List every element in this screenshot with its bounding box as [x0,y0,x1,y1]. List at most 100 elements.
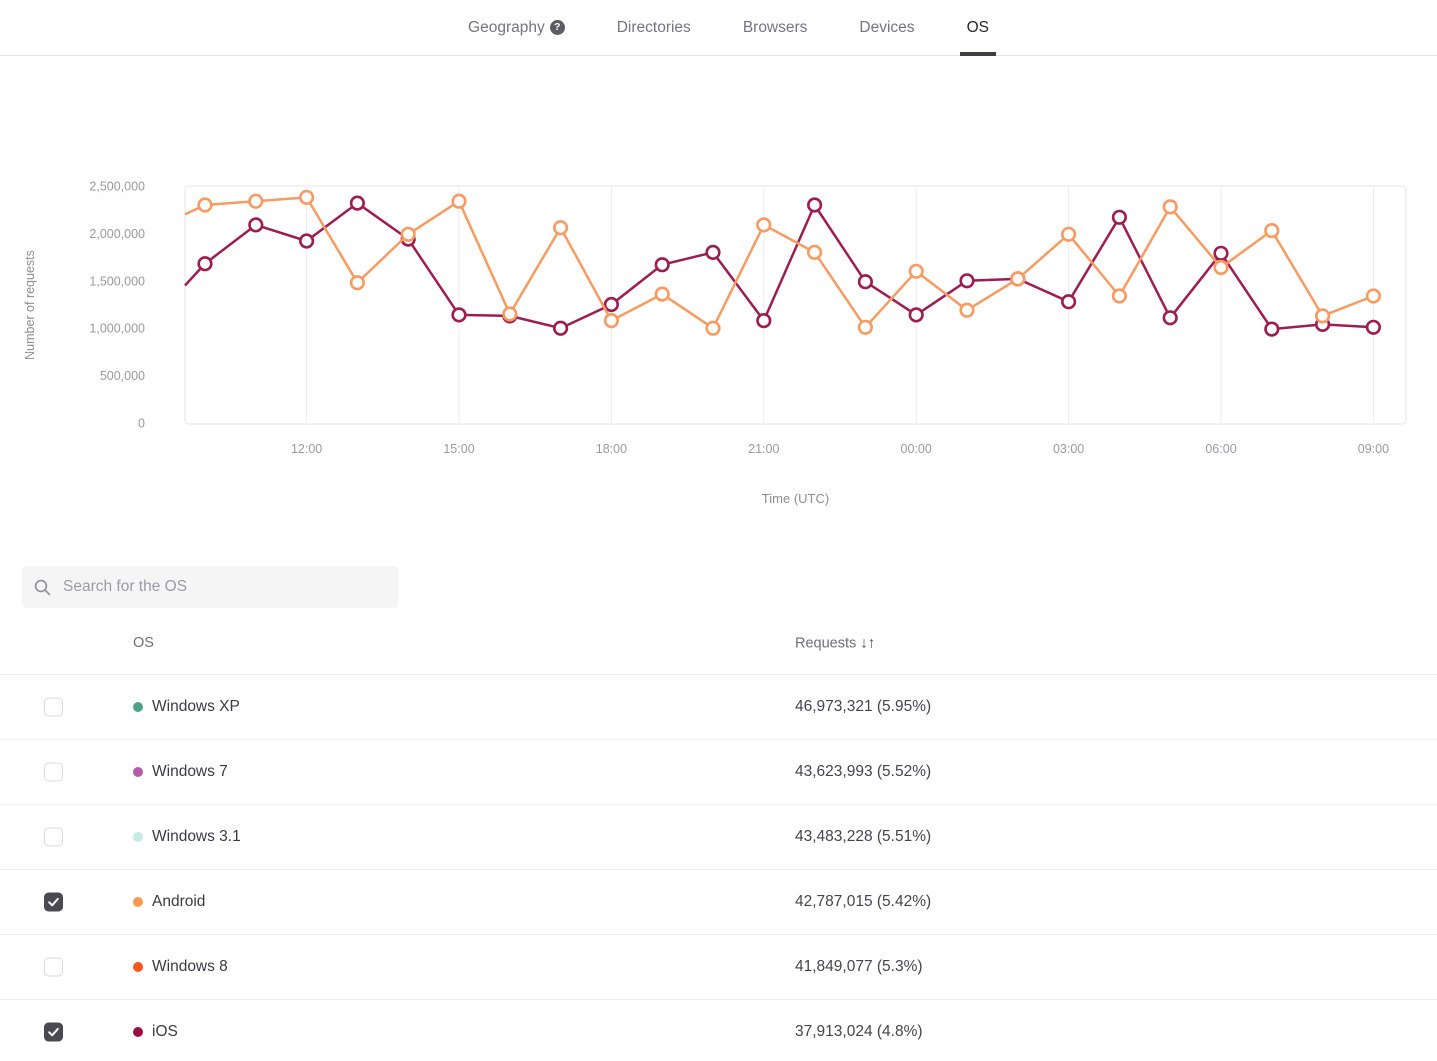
y-tick-label: 500,000 [100,369,145,383]
data-point-android-16:00[interactable] [502,306,518,322]
os-name: Windows XP [152,698,240,715]
column-header-requests-label: Requests [795,635,857,651]
requests-value: 37,913,024 (4.8%) [795,1023,923,1040]
os-name: Android [152,893,206,910]
table-row: Windows 8 41,849,077 (5.3%) [0,935,1437,1000]
help-icon[interactable]: ? [549,20,565,35]
x-tick-label: 06:00 [1205,442,1236,456]
column-header-requests[interactable]: Requests ↓↑ [795,634,875,651]
table-row: Windows 3.1 43,483,228 (5.51%) [0,805,1437,870]
tab-label: OS [966,18,989,36]
data-point-android-05:00[interactable] [1162,199,1178,215]
data-point-ios-13:00[interactable] [349,195,366,211]
os-search-input[interactable] [63,578,386,596]
os-table-header: OS Requests ↓↑ [0,611,1437,675]
requests-value: 42,787,015 (5.42%) [795,893,932,910]
table-row: Windows XP 46,973,321 (5.95%) [0,675,1437,740]
data-point-ios-10:00[interactable] [197,256,213,272]
x-tick-label: 21:00 [748,442,779,456]
checkmark-icon [48,1027,59,1037]
data-point-android-21:00[interactable] [756,217,772,233]
y-tick-label: 2,500,000 [89,180,145,194]
data-point-android-10:00[interactable] [197,197,213,213]
data-point-android-00:00[interactable] [908,263,924,279]
data-point-android-20:00[interactable] [705,320,721,336]
tab-label: Browsers [742,18,808,36]
data-point-android-13:00[interactable] [349,275,366,291]
data-point-ios-00:00[interactable] [908,307,924,323]
tab-directories[interactable]: Directories [610,0,698,55]
data-point-android-09:00[interactable] [1365,288,1381,304]
data-point-android-17:00[interactable] [552,220,569,236]
y-tick-label: 2,000,000 [89,227,145,241]
search-icon [34,579,51,595]
data-point-ios-15:00[interactable] [451,307,467,323]
requests-value: 43,623,993 (5.52%) [795,763,932,780]
row-checkbox[interactable] [44,1022,63,1042]
x-tick-label: 18:00 [596,442,627,456]
requests-value: 46,973,321 (5.95%) [795,698,932,715]
data-point-ios-07:00[interactable] [1264,321,1280,337]
data-point-android-14:00[interactable] [400,226,416,242]
data-point-ios-01:00[interactable] [959,273,975,289]
tab-group: Geography ? Directories Browsers Devices… [10,0,1437,56]
data-point-ios-03:00[interactable] [1060,294,1077,310]
data-point-ios-05:00[interactable] [1162,310,1178,326]
data-point-android-04:00[interactable] [1111,288,1127,304]
data-point-ios-17:00[interactable] [552,320,569,336]
plot-area [184,185,1407,425]
data-point-ios-19:00[interactable] [654,257,670,273]
os-name: Windows 8 [152,958,228,975]
tab-browsers[interactable]: Browsers [736,0,815,55]
table-row: iOS 37,913,024 (4.8%) [0,1000,1437,1061]
data-point-ios-20:00[interactable] [705,244,721,260]
data-point-android-15:00[interactable] [451,193,467,209]
requests-value: 41,849,077 (5.3%) [795,958,923,975]
data-point-android-01:00[interactable] [959,302,975,318]
data-point-android-12:00[interactable] [299,189,315,206]
data-point-ios-18:00[interactable] [603,296,620,313]
data-point-ios-22:00[interactable] [806,197,823,213]
y-tick-label: 1,000,000 [89,322,145,336]
requests-line-chart-plot[interactable]: 12:00 15:00 18:00 21:00 00:00 03:00 06:00 09:00… [0,165,1437,515]
row-checkbox[interactable] [44,762,63,782]
data-point-ios-06:00[interactable] [1213,245,1229,261]
row-checkbox[interactable] [44,697,63,717]
y-tick-label: 1,500,000 [89,274,145,288]
column-header-os: OS [133,634,154,651]
tab-devices[interactable]: Devices [852,0,921,55]
sort-arrows-icon: ↓↑ [860,634,876,651]
tab-label: Directories [616,18,691,36]
tab-os[interactable]: OS [959,0,997,56]
data-point-ios-11:00[interactable] [248,217,264,233]
data-point-android-03:00[interactable] [1060,226,1077,242]
requests-value: 43,483,228 (5.51%) [795,828,932,845]
data-point-android-08:00[interactable] [1314,308,1331,324]
data-point-android-18:00[interactable] [603,313,620,329]
data-point-ios-09:00[interactable] [1365,319,1381,335]
os-search-box [22,566,398,608]
data-point-android-19:00[interactable] [654,286,670,302]
x-tick-label: 15:00 [443,442,474,456]
data-point-ios-23:00[interactable] [857,274,874,290]
data-point-ios-12:00[interactable] [299,233,315,249]
data-point-ios-21:00[interactable] [756,313,772,329]
os-name: iOS [152,1023,178,1040]
data-point-ios-04:00[interactable] [1111,209,1127,225]
analytics-tab-bar: Geography ? Directories Browsers Devices… [0,0,1437,56]
series-color-dot [133,897,143,907]
row-checkbox[interactable] [44,827,63,847]
series-color-dot [133,962,143,972]
data-point-android-23:00[interactable] [857,319,874,335]
data-point-android-06:00[interactable] [1213,259,1229,276]
data-point-android-22:00[interactable] [806,244,823,260]
x-tick-label: 09:00 [1358,442,1389,456]
row-checkbox[interactable] [44,892,63,912]
tab-geography[interactable]: Geography ? [461,0,572,55]
data-point-android-11:00[interactable] [248,193,264,209]
data-point-android-02:00[interactable] [1010,271,1026,287]
row-checkbox[interactable] [44,957,63,977]
series-color-dot [133,832,143,842]
data-point-android-07:00[interactable] [1264,222,1280,239]
x-axis-title: Time (UTC) [761,491,830,506]
